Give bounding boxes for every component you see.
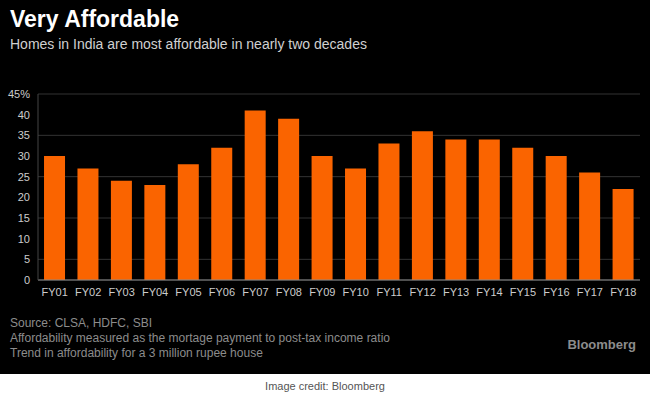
svg-text:10: 10 bbox=[18, 233, 30, 245]
html-text:Image credit: Bloomberg: Image credit: Bloomberg bbox=[265, 380, 385, 392]
svg-text:FY16: FY16 bbox=[543, 286, 569, 298]
svg-text:FY17: FY17 bbox=[577, 286, 603, 298]
svg-text:FY08: FY08 bbox=[276, 286, 302, 298]
svg-text:FY06: FY06 bbox=[209, 286, 235, 298]
svg-text:0: 0 bbox=[24, 274, 30, 286]
svg-text:FY12: FY12 bbox=[409, 286, 435, 298]
svg-text:FY15: FY15 bbox=[510, 286, 536, 298]
svg-text:5: 5 bbox=[24, 253, 30, 265]
html-text:Affordability measured as the: Affordability measured as the mortage pa… bbox=[10, 331, 390, 345]
svg-text:FY07: FY07 bbox=[242, 286, 268, 298]
html-text:Bloomberg: Bloomberg bbox=[567, 337, 636, 352]
svg-text:FY13: FY13 bbox=[443, 286, 469, 298]
svg-text:FY04: FY04 bbox=[142, 286, 168, 298]
svg-text:FY03: FY03 bbox=[108, 286, 134, 298]
svg-text:FY11: FY11 bbox=[376, 286, 401, 298]
svg-text:40: 40 bbox=[18, 109, 30, 121]
html-text:Trend in affordability for a 3: Trend in affordability for a 3 million r… bbox=[10, 346, 263, 360]
svg-text:FY18: FY18 bbox=[610, 286, 636, 298]
svg-text:25: 25 bbox=[18, 171, 30, 183]
svg-text:FY02: FY02 bbox=[75, 286, 101, 298]
svg-text:35: 35 bbox=[18, 129, 30, 141]
svg-text:FY14: FY14 bbox=[476, 286, 502, 298]
html-text:Source: CLSA, HDFC, SBI: Source: CLSA, HDFC, SBI bbox=[10, 316, 152, 330]
svg-text:FY05: FY05 bbox=[175, 286, 201, 298]
html-text:Very Affordable: Very Affordable bbox=[10, 6, 180, 32]
svg-text:30: 30 bbox=[18, 150, 30, 162]
svg-text:15: 15 bbox=[18, 212, 30, 224]
svg-text:FY01: FY01 bbox=[42, 286, 68, 298]
svg-text:FY09: FY09 bbox=[309, 286, 335, 298]
html-text:Homes in India are most afford: Homes in India are most affordable in ne… bbox=[10, 36, 367, 52]
svg-text:20: 20 bbox=[18, 191, 30, 203]
svg-text:45%: 45% bbox=[8, 88, 30, 100]
svg-text:FY10: FY10 bbox=[343, 286, 369, 298]
